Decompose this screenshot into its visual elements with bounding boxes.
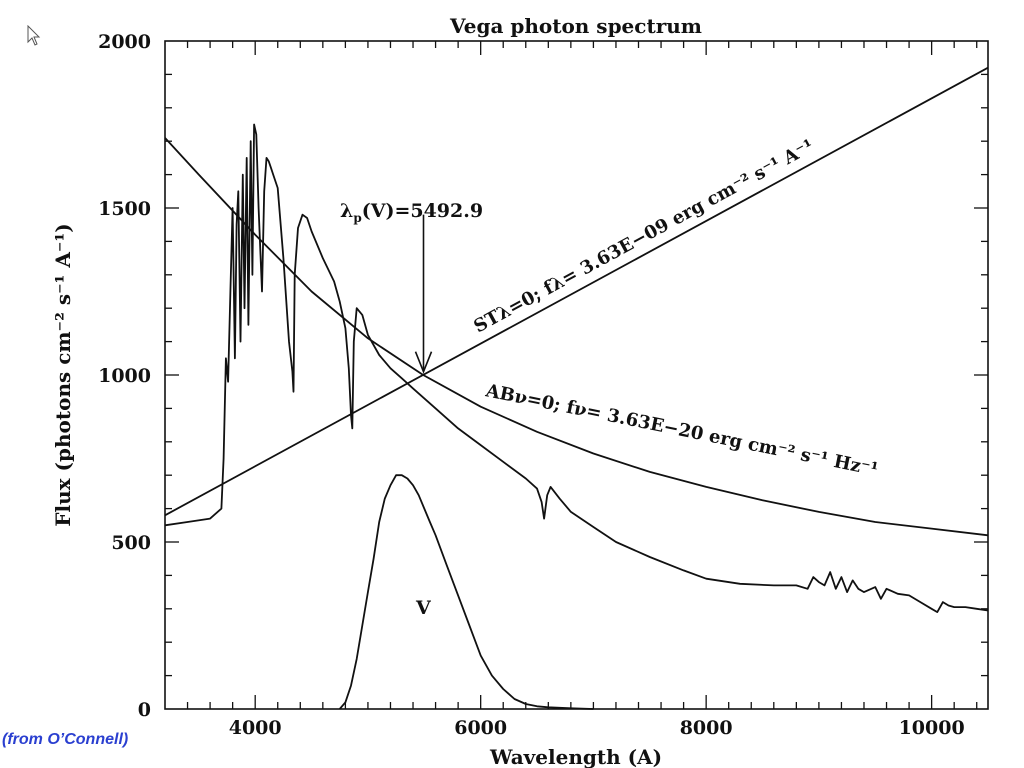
x-axis-label: Wavelength (A) [489, 745, 662, 768]
y-tick-label: 1000 [98, 365, 151, 387]
plot-frame [164, 40, 989, 710]
lambda-value: (V)=5492.9 [362, 200, 483, 222]
lambda-annotation: λp(V)=5492.9 [340, 200, 483, 374]
vega-spectrum-line [164, 123, 989, 613]
x-axis-ticks: 4000 6000 8000 10000 [186, 41, 978, 739]
v-bandpass-curve [339, 474, 594, 710]
y-axis-label: Flux (photons cm⁻² s⁻¹ A⁻¹) [51, 223, 75, 526]
source-credit: (from O’Connell) [2, 731, 129, 748]
v-band-label: V [415, 597, 432, 619]
x-tick-label: 6000 [454, 717, 507, 739]
y-tick-label: 500 [111, 532, 151, 554]
lambda-arrow-head [414, 351, 433, 374]
y-tick-label: 0 [138, 699, 151, 721]
mouse-pointer-icon [27, 25, 41, 46]
lambda-subscript: p [353, 211, 361, 225]
y-tick-label: 2000 [98, 31, 151, 53]
ab-reference-curve [164, 137, 989, 537]
ab-curve-label: ABν=0; fν= 3.63E−20 erg cm⁻² s⁻¹ Hz⁻¹ [483, 380, 880, 480]
st-reference-line [164, 66, 989, 517]
x-tick-label: 8000 [680, 717, 733, 739]
st-line-label: STλ=0; fλ= 3.63E−09 erg cm⁻² s⁻¹ A⁻¹ [470, 136, 817, 338]
x-tick-label: 4000 [229, 717, 282, 739]
y-tick-label: 1500 [98, 198, 151, 220]
y-axis-ticks: 0 500 1000 1500 2000 [98, 31, 988, 721]
chart-title: Vega photon spectrum [449, 14, 702, 38]
x-tick-label: 10000 [899, 717, 965, 739]
lambda-symbol: λ [340, 200, 353, 222]
series-layer [164, 66, 989, 710]
svg-text:λp(V)=5492.9: λp(V)=5492.9 [340, 200, 483, 225]
